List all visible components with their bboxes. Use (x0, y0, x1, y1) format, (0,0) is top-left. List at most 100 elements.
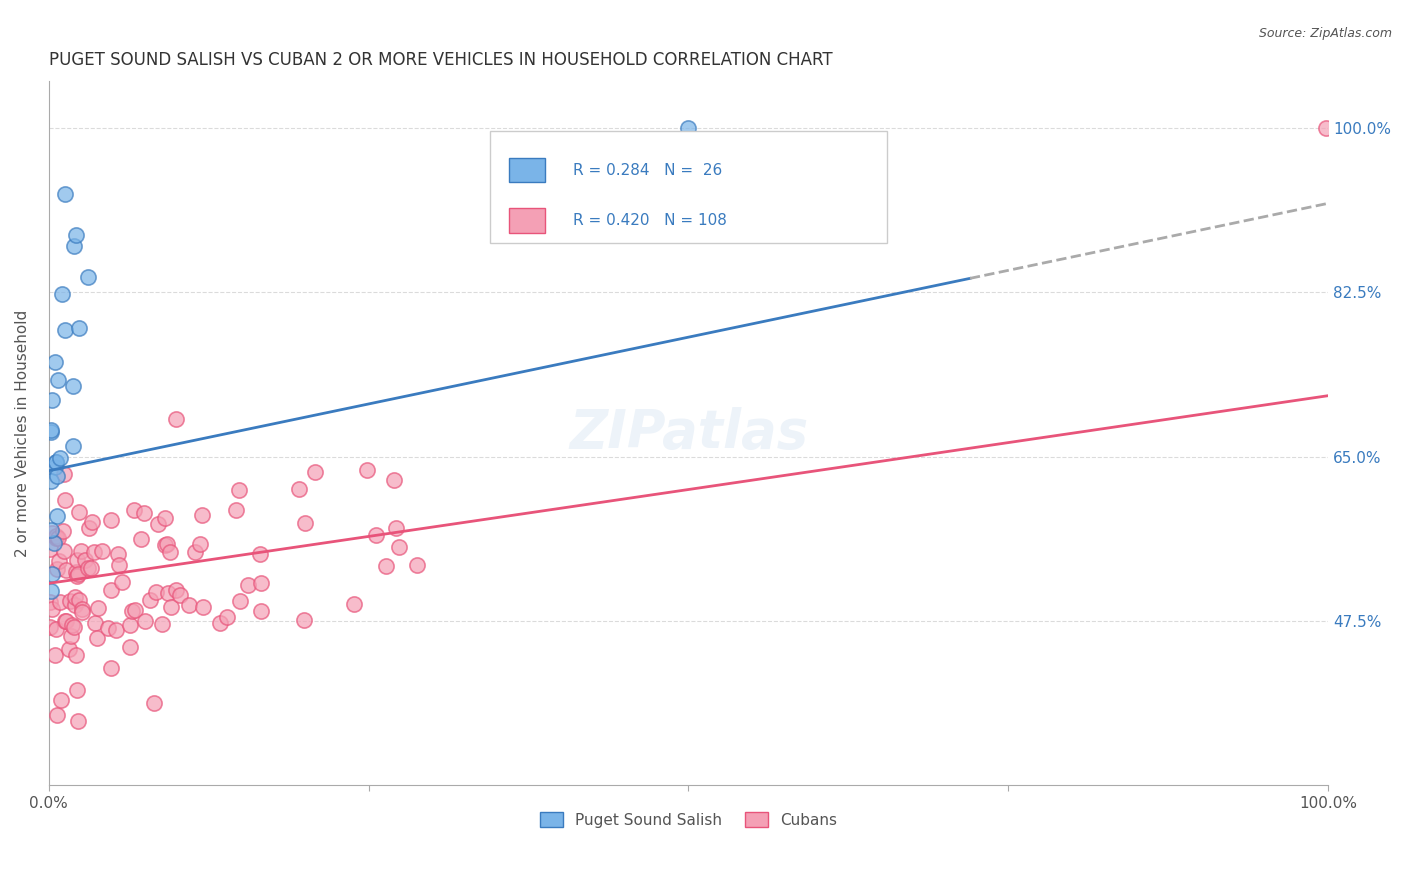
Point (55, 614, 77, 628)
Point (41, 423, 63, 437)
Point (65, 228, 87, 243)
Point (250, 575, 273, 590)
Point (146, 516, 169, 531)
Point (80, 561, 103, 575)
Point (51, 286, 73, 301)
Point (100, 583, 122, 598)
Point (388, 540, 411, 554)
Point (67, 505, 90, 519)
Point (45, 562, 67, 576)
Point (150, 617, 173, 632)
Point (65, 648, 87, 663)
Text: R = 0.420   N = 108: R = 0.420 N = 108 (574, 213, 727, 228)
Point (45, 455, 67, 469)
Point (97, 621, 120, 635)
Point (382, 473, 405, 487)
Point (83, 545, 105, 559)
Point (188, 537, 211, 551)
Point (66, 714, 89, 728)
Legend: Puget Sound Salish, Cubans: Puget Sound Salish, Cubans (534, 805, 844, 834)
Point (44, 459, 66, 474)
Point (52, 524, 75, 538)
Point (45, 528, 67, 542)
Point (156, 537, 179, 551)
Point (86, 632, 108, 646)
Y-axis label: 2 or more Vehicles in Household: 2 or more Vehicles in Household (15, 310, 30, 557)
Point (294, 516, 316, 531)
Point (100, 513, 122, 527)
Point (39, 620, 62, 634)
Point (76, 270, 98, 285)
Point (65, 553, 87, 567)
Point (77, 561, 100, 575)
Point (46, 373, 69, 387)
Point (39, 523, 62, 537)
Point (100, 661, 122, 675)
FancyBboxPatch shape (509, 158, 546, 182)
Point (59, 629, 82, 643)
Point (63, 620, 86, 634)
Point (77, 520, 100, 534)
Point (122, 503, 145, 517)
Point (159, 544, 181, 558)
Point (39, 541, 62, 556)
Point (41, 392, 63, 407)
Point (63, 591, 86, 605)
Point (48, 553, 70, 567)
Point (108, 558, 131, 572)
Point (45, 531, 67, 545)
Point (145, 585, 167, 599)
Point (44, 354, 66, 368)
Point (304, 466, 326, 480)
Point (70, 605, 93, 619)
Point (42, 536, 65, 550)
Point (44, 648, 66, 662)
Point (190, 508, 212, 522)
Point (62, 379, 84, 393)
Point (45, 469, 67, 483)
Point (46, 708, 69, 723)
Point (39, 474, 62, 488)
Point (342, 597, 364, 611)
Point (104, 624, 127, 638)
Text: Source: ZipAtlas.com: Source: ZipAtlas.com (1258, 27, 1392, 40)
Point (65, 565, 87, 579)
Point (356, 463, 378, 477)
Point (160, 599, 183, 614)
Point (67, 592, 90, 607)
Point (118, 640, 141, 654)
Point (155, 538, 177, 552)
Point (121, 604, 143, 618)
Point (179, 598, 201, 612)
Point (91, 543, 114, 558)
Point (86, 601, 108, 615)
Point (228, 483, 250, 497)
Point (406, 558, 429, 572)
Point (225, 503, 247, 517)
Point (66, 567, 89, 582)
Point (46, 531, 69, 545)
Point (53, 614, 76, 628)
Text: R = 0.284   N =  26: R = 0.284 N = 26 (574, 162, 723, 178)
FancyBboxPatch shape (491, 130, 887, 244)
Point (52, 543, 75, 558)
Point (191, 600, 214, 615)
Point (63, 238, 86, 252)
Point (45, 455, 67, 469)
Point (131, 532, 153, 546)
Point (84, 616, 107, 631)
Point (60, 618, 83, 632)
Point (110, 574, 132, 589)
Point (294, 614, 316, 628)
Point (134, 614, 156, 628)
Point (39, 425, 62, 439)
Point (120, 618, 142, 632)
Text: ZIPatlas: ZIPatlas (569, 408, 808, 459)
Point (375, 559, 398, 574)
Point (55, 322, 77, 336)
Point (107, 547, 129, 561)
Point (249, 604, 271, 618)
Text: PUGET SOUND SALISH VS CUBAN 2 OR MORE VEHICLES IN HOUSEHOLD CORRELATION CHART: PUGET SOUND SALISH VS CUBAN 2 OR MORE VE… (49, 51, 832, 69)
Point (41, 526, 63, 541)
Point (165, 412, 187, 426)
